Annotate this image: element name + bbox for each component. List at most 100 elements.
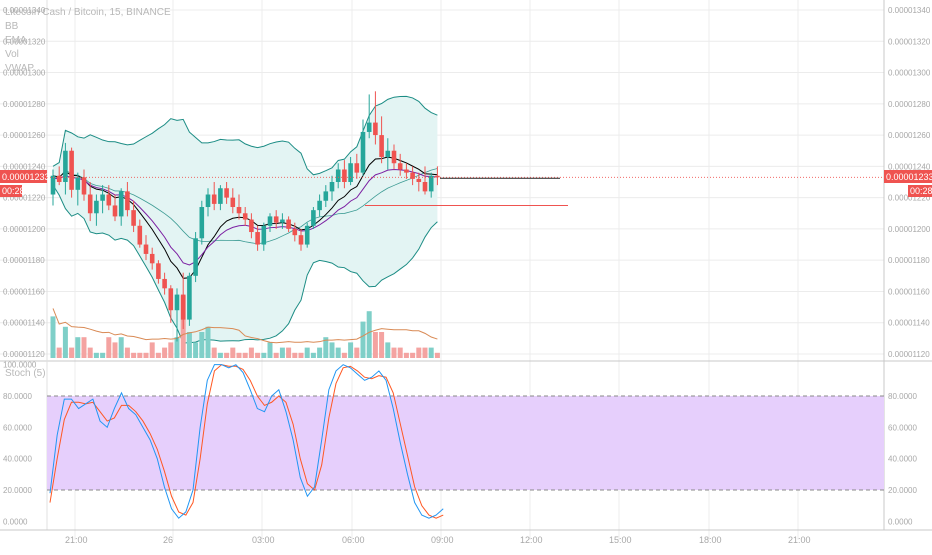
volume-bar [224,352,230,358]
volume-bar [372,332,378,358]
price-axis-label-left: 0.00001300 [3,69,46,78]
volume-bar [87,347,93,358]
indicator-label-vol[interactable]: Vol [5,49,19,60]
price-axis-label-right: 0.00001140 [888,319,930,328]
candle-body [236,207,242,214]
price-axis-label-left: 0.00001220 [3,194,46,203]
candle-body [335,169,341,182]
stoch-axis-label-right: 0.0000 [888,517,913,526]
indicator-label-bb[interactable]: BB [5,21,19,32]
price-axis-label-right: 0.00001280 [888,100,931,109]
candle-body [342,169,347,182]
candle-body [230,197,236,208]
indicator-label-ema[interactable]: EMA [5,35,27,46]
candle-body [168,288,174,311]
volume-bar [242,352,248,358]
price-axis-label-left: 0.00001140 [3,319,45,328]
volume-bar [410,352,416,358]
stoch-title[interactable]: Stoch (5) [5,368,46,379]
price-axis-label-right: 0.00001240 [888,162,931,171]
candle-body [255,232,260,245]
price-axis-label-left: 0.00001340 [3,6,46,15]
volume-bar [360,321,366,358]
stoch-axis-label-right: 20.0000 [888,486,917,495]
stoch-axis-label-right: 40.0000 [888,455,917,464]
current-price-left: 0.00001233 [2,172,50,182]
volume-bar [143,352,149,358]
price-axis-label-right: 0.00001160 [888,287,930,296]
stoch-axis-label-left: 40.0000 [3,455,32,464]
volume-bar [323,337,329,358]
candle-body [162,278,167,289]
current-price-right: 0.00001233 [886,172,932,182]
candle-body [125,191,130,211]
price-axis-label-left: 0.00001240 [3,162,46,171]
volume-bar [416,347,422,358]
volume-bar [217,352,223,358]
bollinger-lower [52,184,438,344]
volume-bar [317,347,323,358]
volume-bar [385,342,391,358]
stoch-d-line [49,364,444,519]
candle-body [397,163,403,170]
volume-bar [335,347,341,358]
candle-body [391,150,397,164]
volume-bar [186,332,192,358]
candle-body [267,216,273,226]
price-axis-label-right: 0.00001220 [888,194,931,203]
price-axis-label-left: 0.00001120 [3,350,45,359]
candle-body [156,263,161,279]
candle-body [81,177,87,195]
price-axis-label-right: 0.00001120 [888,350,930,359]
time-axis-label: 26 [163,535,173,545]
price-axis-label-right: 0.00001260 [888,131,931,140]
candle-body [317,200,322,211]
candle-body [112,205,118,217]
stoch-axis-label-left: 100.0000 [3,361,37,370]
indicator-label-vwap[interactable]: VWAP [5,63,34,74]
time-axis-label: 09:00 [431,535,454,545]
volume-bar [193,342,199,358]
candle-body [249,219,254,233]
current-price-badge-right [884,170,932,183]
candle-body [56,175,62,182]
volume-bar [62,326,68,358]
stoch-axis-label-left: 80.0000 [3,392,32,401]
volume-bar [236,352,242,358]
candle-body [435,175,440,178]
candle-body [118,191,124,217]
candle-body [292,228,298,236]
candle-body [366,122,372,132]
candle-body [410,172,415,179]
candle-body [131,210,136,226]
stoch-axis-label-right: 80.0000 [888,392,917,401]
volume-bar [366,311,372,358]
candle-body [416,178,422,182]
stoch-k-line [49,364,444,519]
volume-bar [149,342,155,358]
volume-bar [174,337,180,358]
time-axis-label: 06:00 [342,535,365,545]
candle-body [199,207,205,239]
countdown-badge-right [908,185,932,197]
volume-bar [137,352,143,358]
candle-body [187,275,192,320]
candle-body [211,194,217,204]
bollinger-basis [52,168,438,245]
volume-bar [56,347,62,358]
volume-bar [391,347,397,358]
stoch-axis-label-left: 20.0000 [3,486,32,495]
price-axis-label-left: 0.00001160 [3,287,45,296]
candle-body [422,182,428,192]
volume-bar [304,347,310,358]
time-axis-label: 15:00 [609,535,632,545]
volume-bar [124,347,130,358]
price-axis-label-right: 0.00001320 [888,37,931,46]
volume-bar [112,342,118,358]
candle-body [242,213,248,220]
candle-body [143,244,149,254]
candle-body [63,150,68,182]
price-axis-label-right: 0.00001200 [888,225,931,234]
